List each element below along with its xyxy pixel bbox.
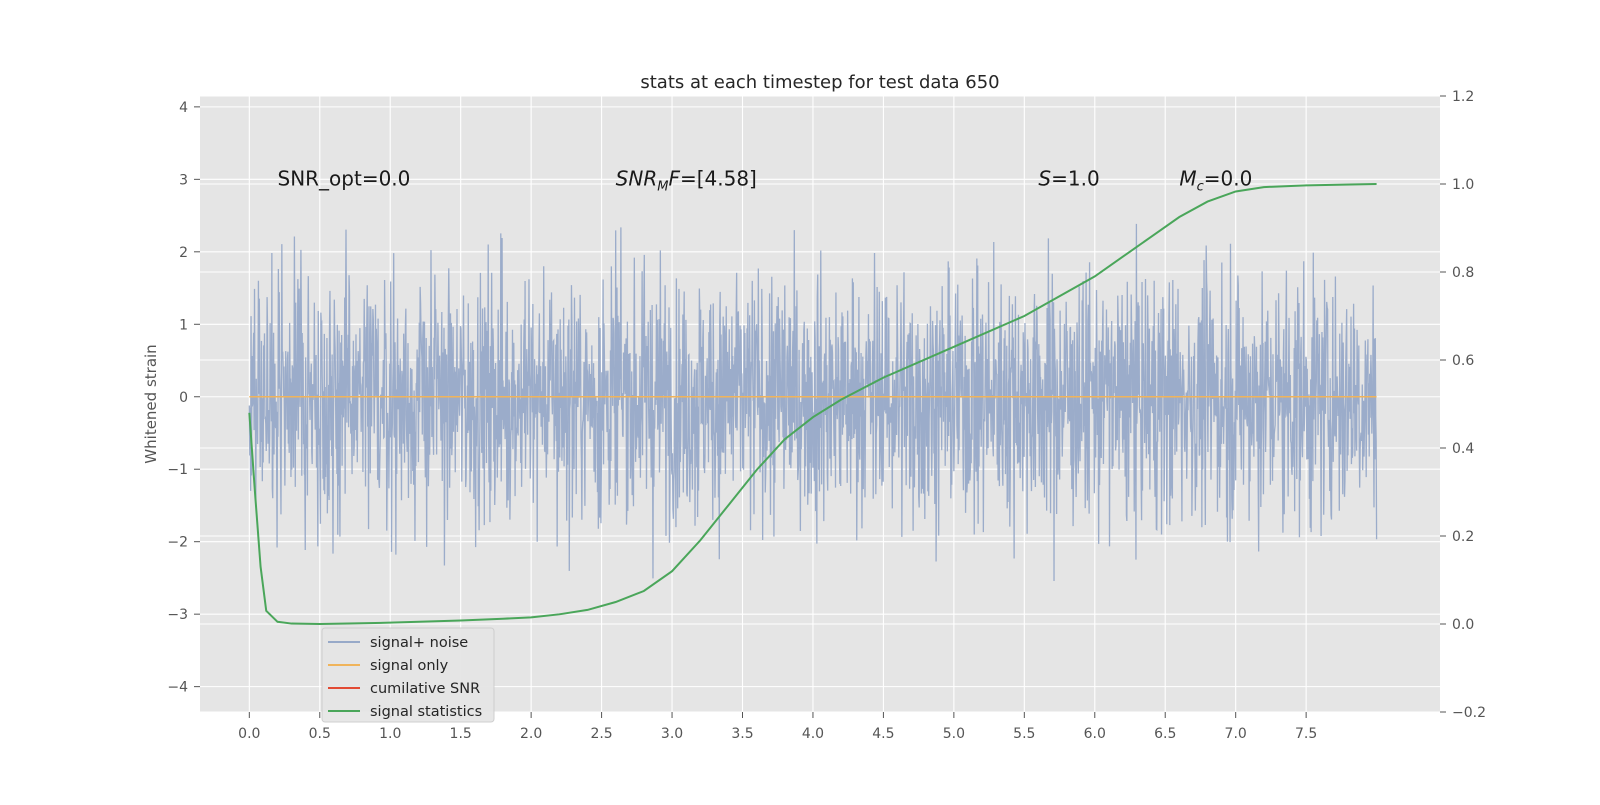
x-tick-label: 0.0: [238, 726, 260, 742]
legend: signal+ noise signal only cumilative SNR si…: [321, 627, 495, 723]
annotations: SNR_opt=0.0 SNRMF=[4.58] S=1.0 Mc=0.0: [278, 166, 1253, 194]
y-axis-right: −0.2 0.0 0.2 0.4 0.6 0.8 1.0 1.2: [1440, 89, 1486, 721]
series-line-3: [248, 183, 1377, 626]
y-tick-label: 3: [179, 172, 188, 188]
annotation-rest: =1.0: [1051, 166, 1100, 190]
annotation-base: SNR: [616, 166, 658, 190]
annotation-3: Mc=0.0: [1179, 166, 1252, 194]
legend-box: [321, 627, 495, 723]
legend-label: cumilative SNR: [370, 681, 480, 697]
annotation-base: S: [1038, 166, 1051, 190]
legend-label: signal only: [370, 658, 449, 674]
x-tick-label: 1.0: [379, 726, 401, 742]
annotation-base: M: [1179, 166, 1196, 190]
x-tick-label: 4.5: [872, 726, 894, 742]
y-tick-label: 2: [179, 245, 188, 261]
y2-tick-label: 1.0: [1452, 177, 1474, 193]
x-tick-label: 0.5: [309, 726, 331, 742]
y2-tick-label: 0.8: [1452, 265, 1474, 281]
y2-tick-label: 0.0: [1452, 617, 1474, 633]
y-tick-label: −2: [167, 535, 188, 551]
y-tick-label: 4: [179, 100, 188, 116]
y-axis-label: Whitened strain: [142, 344, 160, 463]
annotation-mid: F: [668, 166, 680, 190]
y2-tick-label: 0.2: [1452, 529, 1474, 545]
x-tick-label: 5.0: [943, 726, 965, 742]
x-tick-label: 4.0: [802, 726, 824, 742]
y-tick-label: 1: [179, 317, 188, 333]
x-tick-label: 2.0: [520, 726, 542, 742]
x-tick-label: 2.5: [590, 726, 612, 742]
y-tick-label: −4: [167, 680, 188, 696]
x-tick-label: 1.5: [450, 726, 472, 742]
x-axis: 0.0 0.5 1.0 1.5 2.0 2.5 3.0 3.5 4.0 4.5 5.0 5.5 6.0 6…: [238, 712, 1317, 742]
annotation-rest: =0.0: [1204, 166, 1253, 190]
y2-tick-label: 1.2: [1452, 89, 1474, 105]
series-signal-plus-noise: [248, 223, 1378, 582]
x-tick-label: 6.0: [1084, 726, 1106, 742]
annotation-text: SNR_opt=0.0: [278, 166, 411, 190]
line-series: [248, 183, 1377, 626]
chart-title: stats at each timestep for test data 650: [640, 72, 999, 93]
legend-label: signal statistics: [370, 704, 482, 720]
x-tick-label: 6.5: [1154, 726, 1176, 742]
y2-tick-label: 0.6: [1452, 353, 1474, 369]
noise-series: [248, 223, 1378, 582]
y2-tick-label: −0.2: [1452, 705, 1486, 721]
x-tick-label: 3.5: [731, 726, 753, 742]
y2-tick-label: 0.4: [1452, 441, 1474, 457]
annotation-0: SNR_opt=0.0: [278, 166, 411, 190]
annotation-sub: c: [1197, 179, 1204, 194]
y-tick-label: −3: [167, 607, 188, 623]
y-tick-label: 0: [179, 390, 188, 406]
x-tick-label: 7.0: [1225, 726, 1247, 742]
y-axis-left: −4 −3 −2 −1 0 1 2 3 4: [167, 100, 200, 696]
annotation-2: S=1.0: [1038, 166, 1099, 190]
annotation-1: SNRMF=[4.58]: [616, 166, 757, 194]
x-tick-label: 3.0: [661, 726, 683, 742]
x-tick-label: 5.5: [1013, 726, 1035, 742]
annotation-sub: M: [657, 179, 668, 194]
x-tick-label: 7.5: [1295, 726, 1317, 742]
annotation-rest: =[4.58]: [680, 166, 757, 190]
y-tick-label: −1: [167, 462, 188, 478]
legend-label: signal+ noise: [370, 635, 468, 651]
